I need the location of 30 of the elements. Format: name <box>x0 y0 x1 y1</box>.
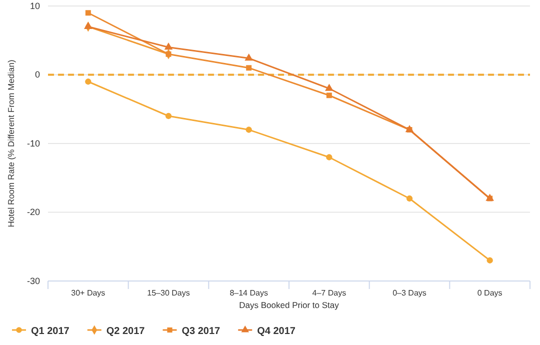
y-tick-label: 0 <box>34 70 40 80</box>
point <box>326 92 332 98</box>
legend-label: Q3 2017 <box>182 326 221 337</box>
legend-label: Q2 2017 <box>106 326 146 337</box>
point <box>164 42 173 50</box>
point <box>244 53 253 61</box>
legend-label: Q4 2017 <box>257 326 296 337</box>
y-tick-label: -10 <box>26 138 40 148</box>
point <box>85 10 91 16</box>
point <box>246 65 252 71</box>
x-axis-title: Days Booked Prior to Stay <box>239 300 340 310</box>
y-axis-title: Hotel Room Rate (% Different From Median) <box>6 60 16 228</box>
y-tick-label: 10 <box>30 0 40 11</box>
point <box>406 195 413 202</box>
legend-label: Q1 2017 <box>31 326 70 337</box>
point <box>486 257 493 264</box>
point <box>165 112 172 120</box>
point <box>246 126 252 133</box>
x-tick-label: 30+ Days <box>71 288 106 298</box>
x-tick-label: 0 Days <box>477 288 502 298</box>
x-tick-label: 4–7 Days <box>312 288 346 298</box>
x-tick-label: 8–14 Days <box>230 288 268 298</box>
y-tick-label: -30 <box>26 276 40 286</box>
x-tick-label: 15–30 Days <box>147 288 190 298</box>
point <box>85 78 92 85</box>
point <box>325 84 334 91</box>
y-tick-label: -20 <box>26 207 40 218</box>
x-tick-label: 0–3 Days <box>392 288 426 298</box>
point <box>405 124 414 132</box>
point <box>326 154 332 160</box>
